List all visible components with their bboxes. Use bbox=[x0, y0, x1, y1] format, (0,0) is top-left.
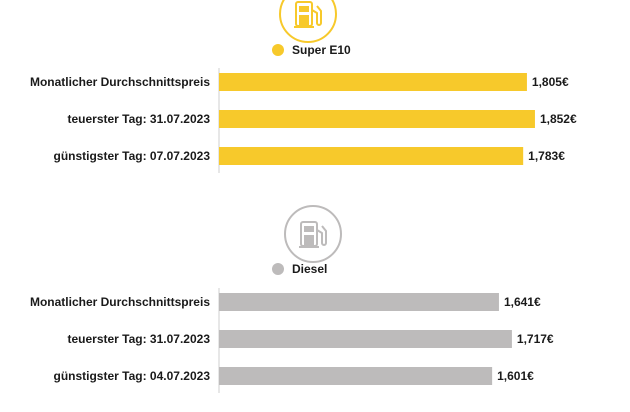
bar bbox=[219, 330, 512, 348]
legend: Super E10 bbox=[272, 43, 351, 57]
value-label: 1,805€ bbox=[532, 75, 569, 89]
value-label: 1,717€ bbox=[517, 332, 554, 346]
value-label: 1,852€ bbox=[540, 112, 577, 126]
value-label: 1,641€ bbox=[504, 295, 541, 309]
legend-label: Diesel bbox=[292, 262, 327, 276]
category-label: günstigster Tag: 07.07.2023 bbox=[53, 149, 210, 163]
value-label: 1,783€ bbox=[528, 149, 565, 163]
legend-swatch bbox=[272, 263, 284, 275]
category-label: teuerster Tag: 31.07.2023 bbox=[67, 112, 210, 126]
category-label: günstigster Tag: 04.07.2023 bbox=[53, 369, 210, 383]
super-e10-panel: Super E10 Monatlicher Durchschnittspreis 1… bbox=[30, 0, 577, 173]
fuel-pump-icon bbox=[279, 0, 337, 43]
category-label: Monatlicher Durchschnittspreis bbox=[30, 75, 210, 89]
fuel-pump-glyph bbox=[299, 221, 327, 248]
bar bbox=[219, 147, 524, 165]
category-label: teuerster Tag: 31.07.2023 bbox=[67, 332, 210, 346]
legend: Diesel bbox=[272, 262, 327, 276]
bar bbox=[219, 73, 527, 91]
diesel-panel: Diesel Monatlicher Durchschnittspreis 1,64… bbox=[30, 205, 554, 393]
fuel-pump-icon bbox=[284, 205, 342, 263]
bar bbox=[219, 367, 493, 385]
value-label: 1,601€ bbox=[497, 369, 534, 383]
legend-label: Super E10 bbox=[292, 43, 351, 57]
fuel-pump-glyph bbox=[294, 1, 322, 28]
bar bbox=[219, 293, 499, 311]
category-label: Monatlicher Durchschnittspreis bbox=[30, 295, 210, 309]
legend-swatch bbox=[272, 44, 284, 56]
bar bbox=[219, 110, 535, 128]
